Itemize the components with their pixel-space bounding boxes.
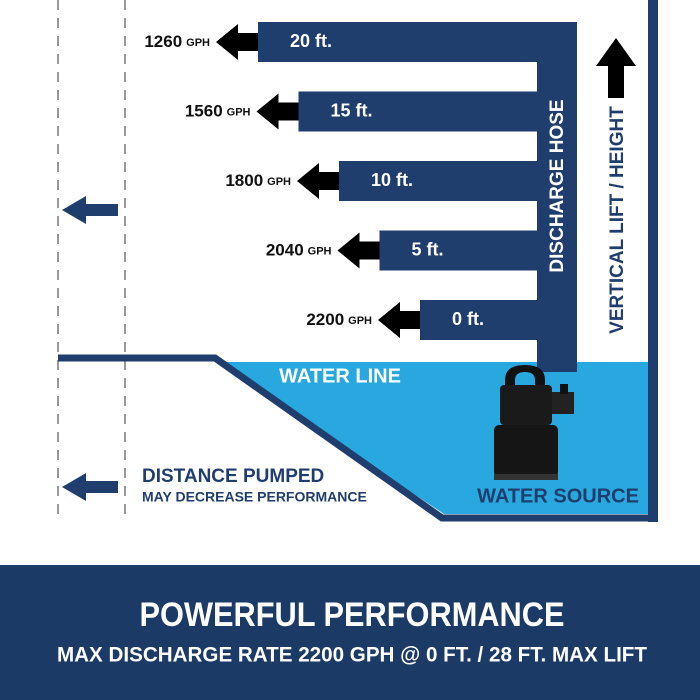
rate-unit: GPH [308,245,332,257]
rate-unit: GPH [186,37,210,49]
hose-label: DISCHARGE HOSE [547,99,568,272]
up-arrow [596,38,636,98]
level-bar [420,300,577,340]
rate-value: 1560 [185,102,223,121]
footer-subtitle: MAX DISCHARGE RATE 2200 GPH @ 0 FT. / 28… [57,644,647,667]
rate-label: 1260 GPH [144,32,210,51]
rate-label: 1800 GPH [225,171,291,190]
distance-note: MAY DECREASE PERFORMANCE [142,489,367,505]
pump [494,365,574,480]
height-label: 0 ft. [452,309,484,329]
rate-unit: GPH [227,106,251,118]
water-source-label: WATER SOURCE [477,485,639,507]
level-bar [379,230,577,271]
height-label: 20 ft. [290,31,332,51]
flow-arrow [378,302,420,338]
water-outline [58,354,658,522]
rate-unit: GPH [267,176,291,188]
level-bar [258,22,577,62]
footer-title: POWERFUL PERFORMANCE [140,596,565,634]
flow-arrow [337,232,380,269]
levels: 20 ft. 1260 GPH 15 ft. 1560 GPH 10 ft. 1800 GPH 5… [144,22,577,340]
rate-value: 2200 [306,310,344,329]
height-label: 15 ft. [331,100,373,120]
right-wall [648,0,658,522]
flow-arrow [256,93,299,130]
rate-label: 2040 GPH [266,241,332,260]
lift-label: VERTICAL LIFT / HEIGHT [607,106,628,334]
distance-arrow [62,473,118,501]
rate-label: 2200 GPH [306,310,372,329]
level-bar [298,91,577,132]
water-line-label: WATER LINE [279,365,401,387]
height-label: 10 ft. [371,170,413,190]
height-label: 5 ft. [412,239,444,259]
rate-unit: GPH [348,315,372,327]
rate-value: 1800 [225,171,263,190]
rate-label: 1560 GPH [185,102,251,121]
rate-value: 1260 [144,32,182,51]
level-bar [339,161,577,201]
distance-label: DISTANCE PUMPED [142,466,324,487]
rate-value: 2040 [266,241,304,260]
footer [0,565,700,700]
flow-arrow [297,163,339,199]
distance-arrow [62,196,118,224]
flow-arrow [216,24,258,60]
